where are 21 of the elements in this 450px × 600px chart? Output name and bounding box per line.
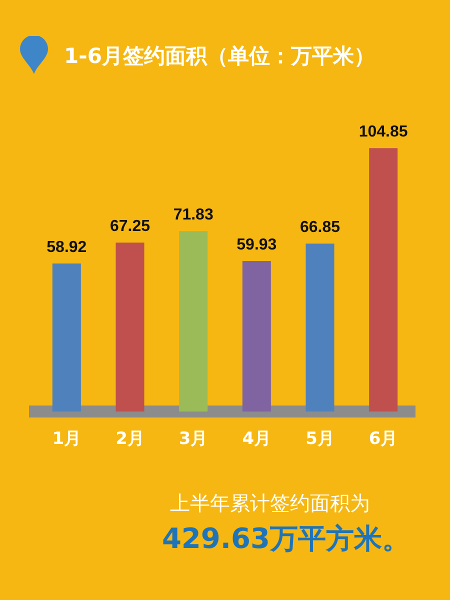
- text: 上半年累计签约面积为: [170, 490, 370, 517]
- x-tick-label: 6月: [368, 429, 398, 450]
- data-label: 104.85: [358, 123, 408, 140]
- chart-title: 1-6月签约面积（单位：万平米）: [64, 43, 375, 70]
- bar: [179, 231, 208, 412]
- data-label: 59.93: [236, 236, 277, 254]
- bar: [306, 244, 334, 412]
- data-label: 67.25: [110, 218, 150, 235]
- x-tick-label: 2月: [116, 429, 144, 450]
- x-tick-label: 4月: [242, 429, 272, 450]
- data-label: 71.83: [173, 206, 214, 224]
- bar: [369, 148, 398, 412]
- x-tick-label: 5月: [306, 429, 334, 450]
- text: 429.63万平方米。: [162, 521, 410, 557]
- bar: [116, 242, 144, 412]
- data-label: 66.85: [300, 218, 340, 236]
- x-tick-label: 3月: [178, 429, 208, 450]
- x-tick-label: 1月: [52, 429, 82, 450]
- bar: [242, 260, 271, 412]
- bar: [52, 264, 81, 412]
- data-label: 58.92: [46, 238, 87, 256]
